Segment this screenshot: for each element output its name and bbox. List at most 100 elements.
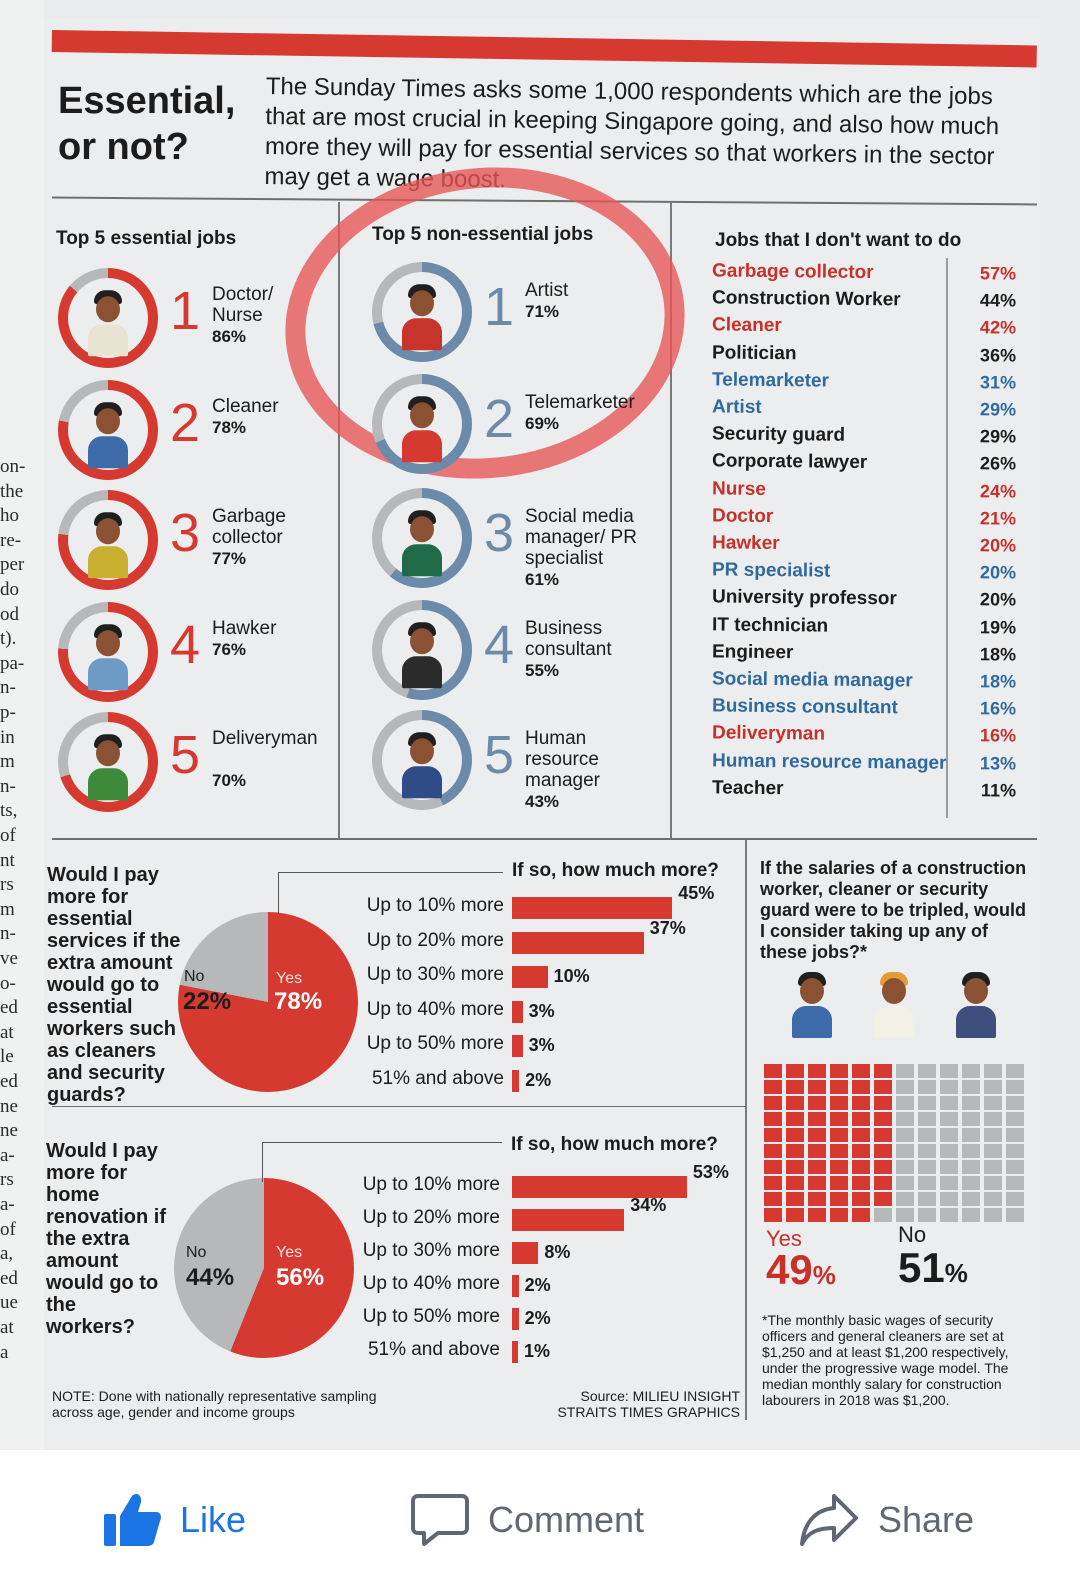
- head: [96, 740, 120, 767]
- bar: [512, 1209, 625, 1231]
- waffle-cell: [896, 1176, 914, 1190]
- adjacent-column-text: rs: [0, 874, 14, 896]
- waffle-cell: [786, 1208, 804, 1222]
- bar-label: 51% and above: [367, 1339, 500, 1360]
- dont-want-job-name: Politician: [711, 342, 797, 364]
- q3-question: If the salaries of a construction worker…: [760, 858, 1027, 962]
- dont-want-row: Telemarketer 31%: [712, 369, 1016, 399]
- bar-value: 2%: [524, 1308, 551, 1328]
- non-essential-job-name: Artist: [525, 280, 569, 301]
- waffle-cell: [1006, 1160, 1024, 1174]
- essential-rank: 1: [170, 281, 201, 341]
- waffle-cell: [918, 1064, 936, 1078]
- waffle-cell: [852, 1064, 870, 1078]
- dont-want-job-name: Deliveryman: [711, 722, 826, 745]
- like-label: Like: [180, 1499, 247, 1540]
- waffle-cell: [764, 1176, 782, 1190]
- non-essential-rank: 4: [484, 615, 515, 675]
- bar-label: Up to 20% more: [366, 929, 504, 951]
- bar-label: Up to 20% more: [362, 1207, 500, 1228]
- waffle-cell: [830, 1128, 848, 1142]
- divider: [338, 202, 340, 838]
- adjacent-column-text: re-: [0, 529, 22, 551]
- q3-footnote: *The monthly basic wages of security off…: [762, 1312, 1009, 1408]
- waffle-cell: [852, 1112, 870, 1126]
- dont-want-job-name: Doctor: [711, 505, 774, 527]
- bar-value: 34%: [630, 1195, 667, 1215]
- bar-value: 53%: [692, 1162, 729, 1182]
- waffle-cell: [940, 1208, 958, 1222]
- dont-want-job-pct: 21%: [979, 508, 1017, 529]
- dont-want-job-pct: 20%: [979, 562, 1017, 583]
- dont-want-job-pct: 16%: [979, 725, 1017, 746]
- waffle-cell: [1006, 1128, 1024, 1142]
- essential-job-ring-icon: [58, 712, 158, 812]
- person-icon: [400, 284, 444, 351]
- dont-want-row: PR specialist 20%: [712, 560, 1016, 590]
- dont-want-row: Teacher 11%: [712, 777, 1016, 807]
- head: [96, 296, 120, 323]
- dont-want-job-name: Human resource manager: [711, 750, 947, 774]
- waffle-cell: [918, 1160, 936, 1174]
- waffle-cell: [830, 1080, 848, 1094]
- waffle-cell: [1006, 1176, 1024, 1190]
- waffle-cell: [808, 1128, 826, 1142]
- bar: [512, 966, 548, 988]
- waffle-cell: [764, 1096, 782, 1110]
- torso: [402, 544, 442, 577]
- waffle-cell: [830, 1176, 848, 1190]
- dont-want-job-name: Construction Worker: [711, 287, 901, 311]
- dont-want-row: Hawker 20%: [712, 532, 1016, 562]
- waffle-cell: [786, 1192, 804, 1206]
- waffle-cell: [918, 1080, 936, 1094]
- dont-want-job-name: Social media manager: [711, 668, 913, 692]
- head: [96, 630, 120, 657]
- waffle-cell: [764, 1144, 782, 1158]
- adjacent-column-text: nt: [0, 849, 15, 871]
- non-essential-job-pct: 43%: [525, 792, 560, 811]
- waffle-cell: [918, 1176, 936, 1190]
- waffle-cell: [896, 1096, 914, 1110]
- comment-button[interactable]: Comment: [410, 1490, 644, 1550]
- waffle-cell: [852, 1208, 870, 1222]
- waffle-cell: [786, 1128, 804, 1142]
- essential-job-pct: 78%: [212, 418, 247, 437]
- like-button[interactable]: Like: [102, 1490, 246, 1550]
- bar: [512, 931, 644, 954]
- share-button[interactable]: Share: [798, 1490, 974, 1550]
- q2-question: Would I pay more for home renovation if …: [46, 1140, 167, 1338]
- waffle-cell: [1006, 1208, 1024, 1222]
- bar: [512, 1035, 523, 1057]
- adjacent-column-text: a-: [0, 1144, 15, 1166]
- waffle-cell: [808, 1064, 826, 1078]
- dont-want-row: Engineer 18%: [712, 641, 1016, 671]
- torso: [88, 658, 128, 691]
- waffle-cell: [962, 1144, 980, 1158]
- share-arrow-icon: [800, 1494, 858, 1546]
- essential-job-pct: 86%: [212, 327, 247, 346]
- bar-label: Up to 40% more: [362, 1273, 500, 1294]
- dont-want-row: Corporate lawyer 26%: [712, 451, 1016, 481]
- waffle-cell: [874, 1112, 892, 1126]
- waffle-cell: [918, 1112, 936, 1126]
- adjacent-column-text: ho: [0, 505, 19, 527]
- dont-want-job-pct: 29%: [979, 399, 1017, 420]
- torso: [88, 324, 128, 357]
- essential-job-ring-icon: [58, 490, 158, 590]
- adjacent-column-text: in: [0, 726, 15, 748]
- bar-label: Up to 10% more: [362, 1174, 500, 1195]
- adjacent-column-text: n-: [0, 677, 16, 699]
- dont-want-row: Social media manager 18%: [712, 668, 1016, 698]
- bar: [512, 1000, 523, 1023]
- waffle-cell: [962, 1192, 980, 1206]
- adjacent-column-text: p-: [0, 702, 16, 723]
- waffle-cell: [852, 1176, 870, 1190]
- divider: [670, 202, 672, 838]
- head: [410, 628, 434, 655]
- dont-want-job-name: IT technician: [711, 614, 829, 637]
- essential-job-name: Garbage collector: [212, 506, 286, 548]
- worker-icon: [872, 972, 922, 1044]
- adjacent-column-text: t).: [0, 628, 17, 650]
- adjacent-column-text: ed: [0, 997, 18, 1019]
- adjacent-column-text: m: [0, 751, 15, 773]
